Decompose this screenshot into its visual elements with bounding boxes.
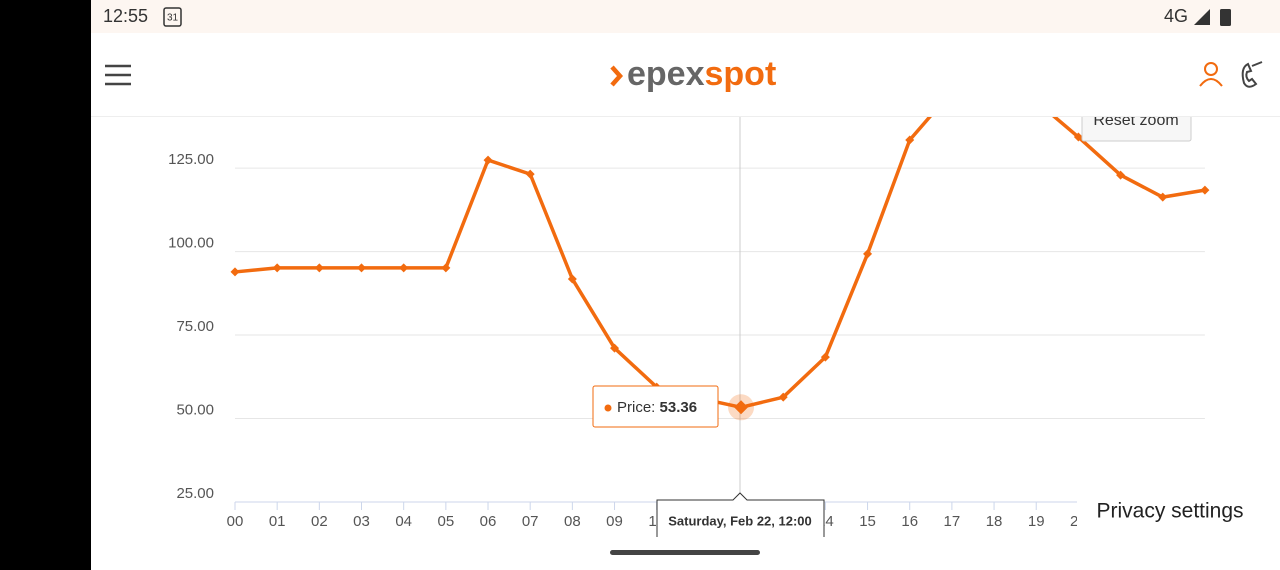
price-tooltip: Price: 53.36: [592, 385, 719, 428]
point: [778, 392, 788, 402]
gesture-bar[interactable]: [610, 550, 760, 555]
privacy-button[interactable]: Privacy settings: [1077, 488, 1267, 538]
x-tick-label: 04: [395, 513, 412, 530]
point: [820, 352, 830, 362]
battery-icon: [1220, 9, 1231, 26]
point: [905, 135, 915, 145]
point: [399, 263, 409, 273]
point: [1200, 185, 1210, 195]
status-bar: [91, 0, 1280, 33]
tooltip-text: Price: 53.36: [617, 399, 697, 416]
x-tick-label: 17: [944, 513, 961, 530]
point: [1116, 170, 1126, 180]
privacy-label: Privacy settings: [1096, 500, 1243, 523]
x-tick-label: 19: [1028, 513, 1045, 530]
header: [91, 33, 1280, 116]
price-line: [234, 116, 1206, 410]
point: [610, 343, 620, 353]
phone-icon[interactable]: [1241, 61, 1263, 88]
calendar-day: 31: [167, 13, 179, 24]
x-tick-label: 05: [438, 513, 455, 530]
y-tick-label: 25.00: [176, 485, 214, 502]
y-tick-label: 100.00: [168, 235, 214, 252]
x-tick-label: 18: [986, 513, 1003, 530]
tooltip-dot: [604, 404, 612, 412]
point: [1158, 192, 1168, 202]
point: [567, 274, 577, 284]
logo-chevron: [610, 65, 624, 87]
point: [734, 400, 749, 415]
x-tick-label: 03: [353, 513, 370, 530]
point: [483, 155, 493, 165]
y-tick-label: 75.00: [176, 318, 214, 335]
y-tick-label: 50.00: [176, 401, 214, 418]
status-time: 12:55: [103, 6, 148, 26]
menu-button[interactable]: [105, 64, 131, 86]
y-tick-label: 125.00: [168, 151, 214, 168]
point: [357, 263, 367, 273]
x-tick-label: 09: [606, 513, 623, 530]
x-tick-label: 00: [227, 513, 244, 530]
point: [314, 263, 324, 273]
point: [1073, 132, 1083, 142]
point: [863, 249, 873, 259]
network-type: 4G: [1164, 6, 1188, 26]
x-tick-label: 16: [901, 513, 918, 530]
x-tick-label: 07: [522, 513, 539, 530]
signal-icon: [1194, 9, 1210, 25]
x-tooltip: Saturday, Feb 22, 12:00: [656, 492, 825, 541]
tooltip-label: Price:: [617, 399, 655, 416]
point: [525, 169, 535, 179]
x-tick-label: 06: [480, 513, 497, 530]
x-tick-label: 15: [859, 513, 876, 530]
tooltip-box: [592, 385, 719, 428]
tooltip-value: 53.36: [660, 399, 698, 416]
point: [230, 267, 240, 277]
x-tooltip-text: Saturday, Feb 22, 12:00: [668, 513, 812, 528]
x-tick-label: 01: [269, 513, 286, 530]
calendar-icon: [163, 7, 182, 27]
x-tick-label: 08: [564, 513, 581, 530]
logo[interactable]: epexspot: [627, 55, 776, 93]
logo-epex: epex: [627, 55, 705, 93]
point: [441, 263, 451, 273]
logo-spot: spot: [705, 55, 777, 93]
privacy-bg: [1077, 488, 1267, 538]
point: [272, 263, 282, 273]
x-tick-label: 02: [311, 513, 328, 530]
account-icon[interactable]: [1199, 62, 1223, 87]
